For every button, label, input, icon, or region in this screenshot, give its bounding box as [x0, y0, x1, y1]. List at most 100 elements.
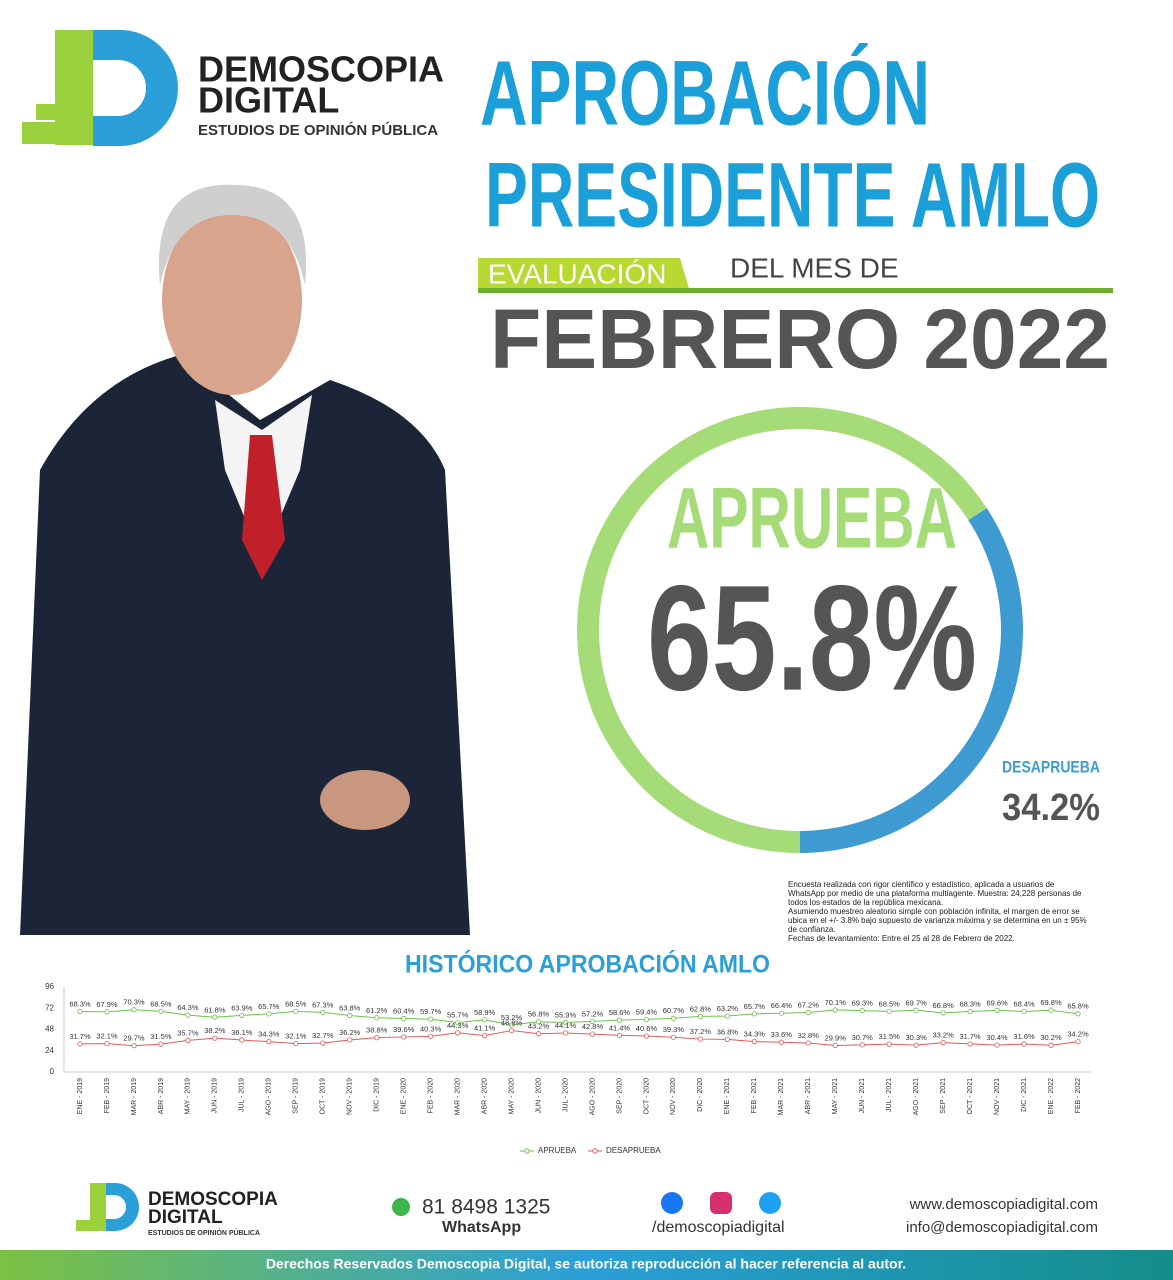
- point: [697, 1013, 703, 1019]
- point: [913, 1007, 919, 1013]
- point: [374, 1035, 380, 1041]
- point: [778, 1010, 784, 1016]
- point: [697, 1036, 703, 1042]
- point: [293, 1040, 299, 1047]
- point: [805, 1040, 811, 1046]
- x-tick-label: DIC - 2020: [697, 1078, 704, 1112]
- point: [293, 1008, 299, 1014]
- data-label: 57.2%: [582, 1009, 604, 1018]
- point: [589, 1018, 596, 1024]
- x-tick-label: JUL - 2020: [562, 1078, 569, 1112]
- point: [886, 1008, 892, 1014]
- footer-logo-name: DEMOSCOPIA: [148, 1189, 278, 1210]
- data-label: 67.3%: [312, 1000, 334, 1009]
- point: [481, 1017, 488, 1023]
- instagram-icon[interactable]: [710, 1192, 732, 1214]
- point: [940, 1040, 946, 1046]
- data-label: 69.3%: [852, 999, 874, 1008]
- website: www.demoscopiadigital.com: [909, 1196, 1098, 1213]
- point: [805, 1009, 811, 1016]
- point: [751, 1039, 757, 1045]
- facebook-icon[interactable]: [661, 1192, 683, 1214]
- data-label: 56.8%: [528, 1010, 550, 1019]
- data-label: 30.4%: [986, 1033, 1008, 1042]
- twitter-icon[interactable]: [759, 1192, 781, 1214]
- data-label: 55.7%: [447, 1011, 469, 1020]
- email: info@demoscopiadigital.com: [906, 1219, 1098, 1236]
- data-label: 31.7%: [69, 1032, 91, 1041]
- donut-label: APRUEBA: [667, 471, 957, 567]
- data-label: 61.8%: [204, 1005, 226, 1014]
- line-chart: 0 24 48 72 96 ENE - 2019 FEB - 2019 MAR - 2019 A…: [45, 982, 1092, 1155]
- point: [562, 1030, 569, 1036]
- point: [832, 1007, 838, 1013]
- data-label: 40.6%: [636, 1024, 658, 1033]
- point: [1075, 1039, 1081, 1045]
- data-label: 41.1%: [474, 1024, 496, 1033]
- data-label: 39.3%: [663, 1025, 685, 1034]
- point: [1021, 1041, 1027, 1047]
- series-line: [79, 1009, 1079, 1026]
- data-label: 66.8%: [932, 1001, 954, 1010]
- data-label: 32.1%: [96, 1032, 118, 1041]
- photo: [20, 184, 470, 935]
- title: PRESIDENTE AMLO: [485, 144, 1100, 246]
- point: [778, 1039, 784, 1045]
- point: [1048, 1007, 1054, 1013]
- x-tick-label: NOV - 2021: [994, 1078, 1001, 1115]
- point: [428, 1016, 434, 1022]
- footer-logo: [76, 1183, 139, 1231]
- data-label: 68.5%: [285, 999, 307, 1008]
- point: [994, 1042, 1000, 1048]
- x-tick-label: FEB - 2022: [1075, 1078, 1082, 1114]
- point: [859, 1042, 865, 1048]
- data-label: 65.8%: [1067, 1002, 1089, 1011]
- point: [347, 1037, 353, 1043]
- point: [670, 1015, 677, 1021]
- note-line: de confianza.: [788, 925, 836, 934]
- x-tick-label: MAY - 2019: [185, 1078, 192, 1114]
- x-tick-label: JUN - 2019: [212, 1078, 219, 1114]
- chart-title: HISTÓRICO APROBACIÓN AMLO: [405, 949, 770, 979]
- point: [1021, 1008, 1027, 1015]
- point: [266, 1039, 272, 1045]
- donut-label: DESAPRUEBA: [1002, 757, 1100, 776]
- x-tick-label: AGO - 2021: [913, 1078, 920, 1115]
- point: [859, 1008, 865, 1014]
- data-label: 29.9%: [825, 1034, 847, 1043]
- x-tick-label: MAY - 2020: [508, 1078, 515, 1114]
- x-tick-label: ENE - 2020: [401, 1078, 408, 1114]
- x-tick-label: SEP - 2019: [293, 1078, 300, 1114]
- data-label: 31.5%: [879, 1032, 901, 1041]
- data-label: 35.7%: [177, 1028, 199, 1037]
- point: [1075, 1011, 1081, 1017]
- rights: Derechos Reservados Demoscopia Digital, …: [266, 1256, 906, 1272]
- data-label: 30.2%: [1040, 1033, 1062, 1042]
- logo: [22, 30, 178, 146]
- point: [185, 1012, 191, 1018]
- point: [508, 1027, 515, 1034]
- point: [940, 1010, 946, 1016]
- data-label: 65.7%: [258, 1002, 280, 1011]
- y-tick-label: 48: [45, 1025, 54, 1034]
- data-label: 59.4%: [636, 1007, 658, 1016]
- note-line: WhatsApp por medio de una plataforma mul…: [788, 889, 1082, 898]
- legend-label: DESAPRUEBA: [606, 1146, 661, 1155]
- point: [131, 1043, 137, 1049]
- point: [455, 1030, 461, 1036]
- point: [320, 1040, 326, 1046]
- x-tick-label: JUN - 2021: [859, 1078, 866, 1114]
- point: [77, 1008, 83, 1015]
- data-label: 60.4%: [393, 1007, 415, 1016]
- note: Encuesta realizada con rigor científico …: [788, 880, 1087, 943]
- data-label: 68.5%: [879, 999, 901, 1008]
- logo-name: DEMOSCOPIA: [198, 49, 444, 90]
- x-tick-label: OCT - 2021: [967, 1078, 974, 1115]
- point: [616, 1017, 623, 1023]
- data-label: 38.2%: [204, 1026, 226, 1035]
- point: [239, 1012, 245, 1019]
- data-label: 34.2%: [1067, 1030, 1089, 1039]
- point: [374, 1015, 380, 1021]
- donut-segment: [799, 508, 1023, 853]
